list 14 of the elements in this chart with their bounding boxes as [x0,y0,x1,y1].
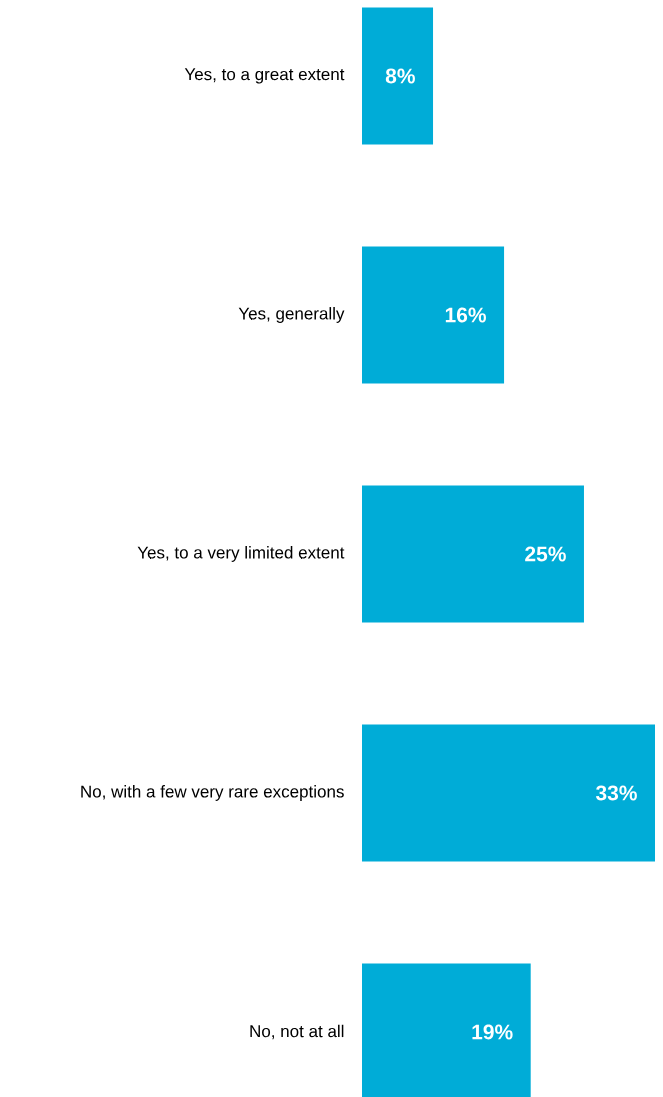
y-tick-label: Yes, generally [238,307,345,323]
data-label: 25% [525,546,566,562]
y-tick-label: No, with a few very rare exceptions [81,785,344,801]
data-label: 19% [472,1024,513,1040]
y-tick-label: Yes, to a very limited extent [137,546,345,562]
data-label: 16% [445,307,486,323]
y-tick-label: Yes, to a great extent [184,68,345,84]
data-label: 8% [385,68,415,84]
bar [362,246,505,384]
bar [362,7,434,145]
bar [362,724,655,862]
data-label: 33% [595,785,637,801]
bar [362,485,584,623]
y-tick-label: No, not at all [250,1024,344,1040]
